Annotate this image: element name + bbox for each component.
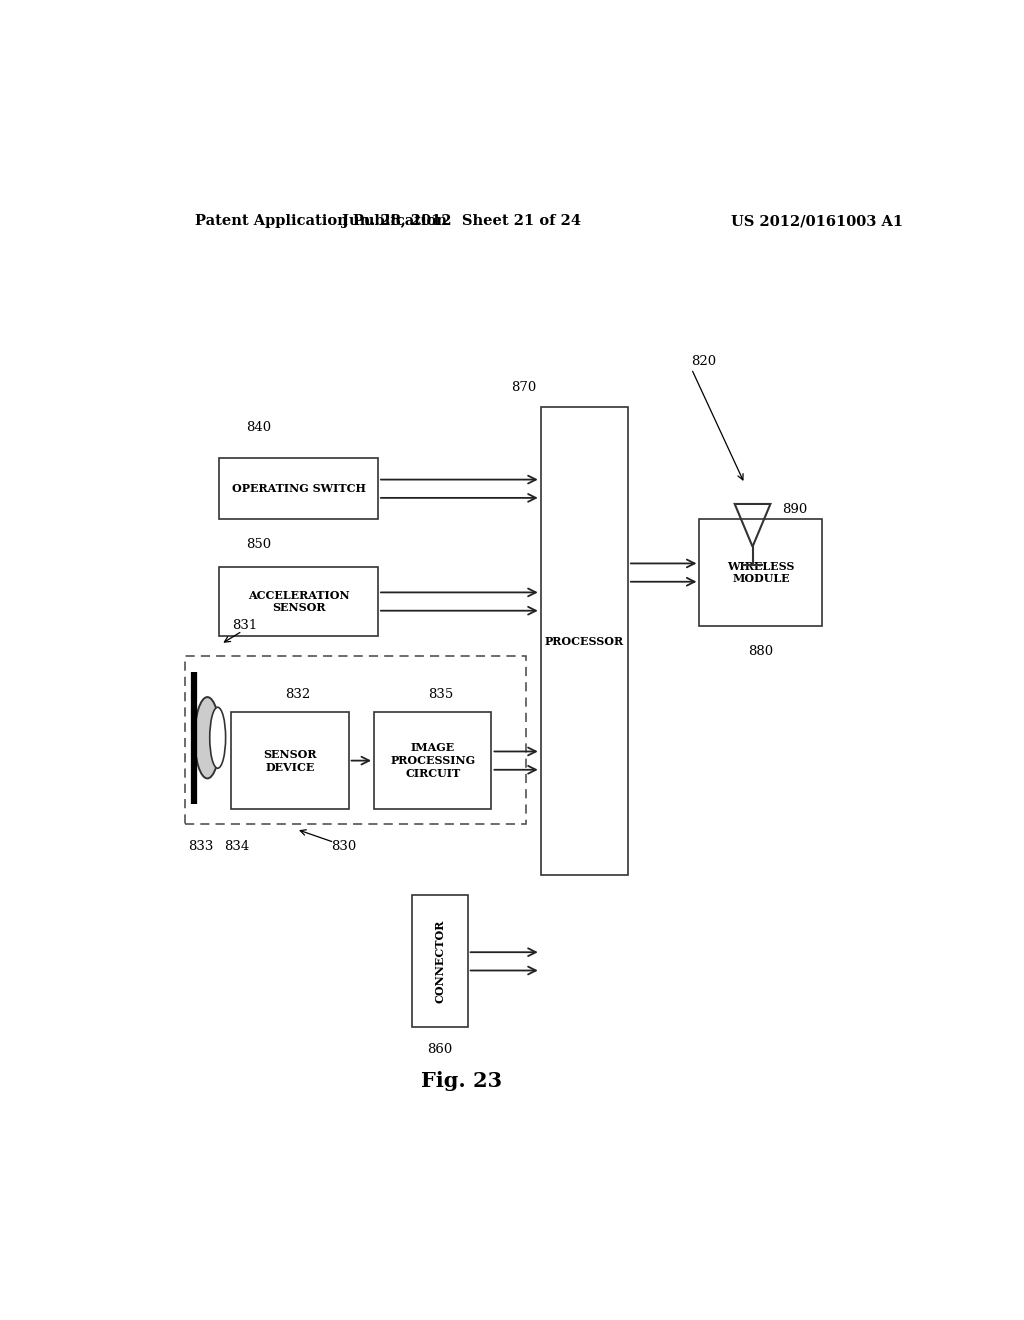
Ellipse shape — [210, 708, 225, 768]
Text: Fig. 23: Fig. 23 — [421, 1072, 502, 1092]
Text: 870: 870 — [511, 380, 537, 393]
Text: ACCELERATION
SENSOR: ACCELERATION SENSOR — [248, 590, 349, 614]
Text: SENSOR
DEVICE: SENSOR DEVICE — [263, 748, 316, 772]
Text: Patent Application Publication: Patent Application Publication — [196, 214, 447, 228]
Bar — [231, 713, 348, 809]
Text: 820: 820 — [691, 355, 716, 368]
Text: PROCESSOR: PROCESSOR — [545, 636, 624, 647]
Bar — [412, 895, 468, 1027]
Bar — [374, 713, 492, 809]
Text: 830: 830 — [331, 840, 356, 853]
Text: WIRELESS
MODULE: WIRELESS MODULE — [727, 561, 795, 585]
Text: Jun. 28, 2012  Sheet 21 of 24: Jun. 28, 2012 Sheet 21 of 24 — [342, 214, 581, 228]
Text: 890: 890 — [782, 503, 808, 516]
Text: IMAGE
PROCESSING
CIRCUIT: IMAGE PROCESSING CIRCUIT — [390, 742, 475, 779]
Text: 840: 840 — [247, 421, 271, 434]
Text: 833: 833 — [188, 840, 214, 853]
Bar — [699, 519, 822, 626]
Bar — [219, 568, 378, 636]
Bar — [541, 408, 628, 875]
Text: 832: 832 — [286, 688, 310, 701]
Text: OPERATING SWITCH: OPERATING SWITCH — [231, 483, 366, 494]
Text: 834: 834 — [224, 840, 250, 853]
Text: 850: 850 — [247, 539, 271, 552]
Bar — [185, 656, 526, 824]
Text: CONNECTOR: CONNECTOR — [434, 920, 445, 1003]
Text: 835: 835 — [428, 688, 454, 701]
Text: 880: 880 — [749, 645, 773, 657]
Bar — [219, 458, 378, 519]
Text: 860: 860 — [427, 1043, 453, 1056]
Text: US 2012/0161003 A1: US 2012/0161003 A1 — [731, 214, 903, 228]
Text: 831: 831 — [232, 619, 257, 632]
Ellipse shape — [195, 697, 220, 779]
